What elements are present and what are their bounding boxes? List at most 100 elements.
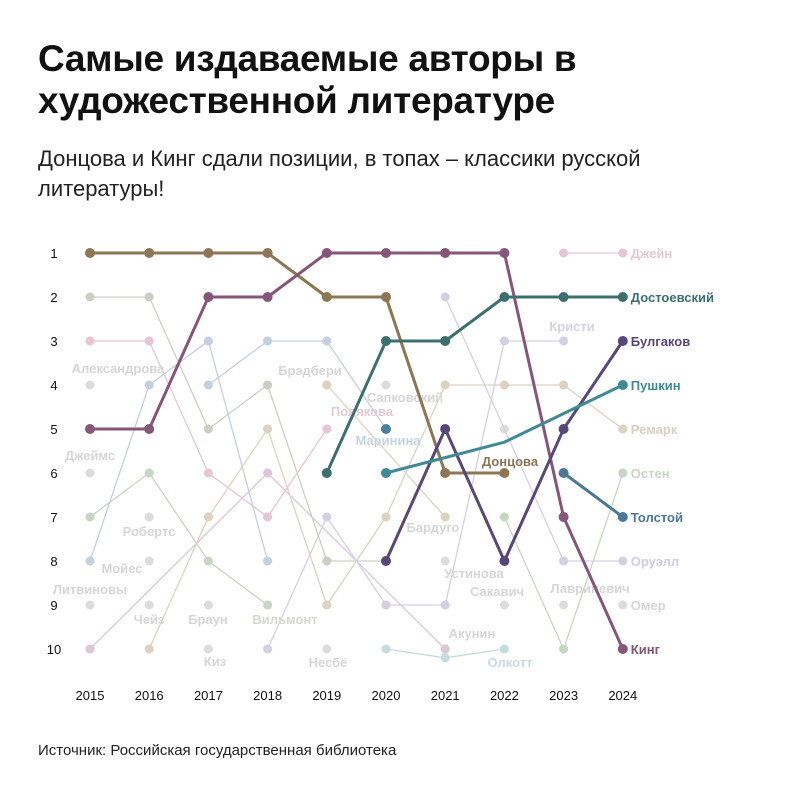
- x-tick-label: 2023: [549, 688, 578, 703]
- series-dot: [558, 424, 569, 434]
- background-dot: [559, 600, 569, 610]
- point-label: Акунин: [449, 626, 496, 641]
- series-dot: [440, 248, 451, 258]
- background-series-dot: [85, 556, 95, 566]
- series-dot: [262, 248, 273, 258]
- background-series-dot: [499, 512, 509, 522]
- series-dot: [203, 292, 214, 302]
- y-tick-label: 8: [50, 554, 57, 569]
- point-label: Брэдбери: [278, 363, 342, 378]
- background-series-dot: [618, 468, 628, 478]
- series-dot: [440, 468, 451, 478]
- point-label: Донцова: [482, 454, 539, 469]
- series-dot: [321, 468, 332, 478]
- point-label: Сакавич: [470, 584, 524, 599]
- series-dot: [499, 556, 510, 566]
- background-dot: [440, 556, 450, 566]
- series-dot: [381, 468, 391, 478]
- series-dot: [499, 248, 510, 258]
- end-label: Джейн: [631, 246, 672, 261]
- background-series-dot: [144, 336, 154, 346]
- background-dot: [144, 600, 154, 610]
- background-series-dot: [499, 380, 509, 390]
- background-series-dot: [499, 336, 509, 346]
- point-label: Джеймс: [65, 448, 115, 463]
- chart-title: Самые издаваемые авторы в художественной…: [38, 38, 577, 121]
- background-dot: [85, 600, 95, 610]
- background-series-dot: [263, 644, 273, 654]
- background-dot: [618, 600, 628, 610]
- background-series-dot: [263, 380, 273, 390]
- background-series-dot: [322, 424, 332, 434]
- background-series-dot: [618, 556, 628, 566]
- end-label: Омер: [631, 598, 666, 613]
- point-label: Вильмонт: [252, 612, 317, 627]
- end-label: Достоевский: [631, 290, 714, 305]
- point-label: Робертс: [123, 524, 176, 539]
- background-series-dot: [618, 424, 628, 434]
- background-series-dot: [440, 512, 450, 522]
- series-dot: [617, 292, 628, 302]
- series-dot: [499, 468, 510, 478]
- background-dot: [499, 600, 509, 610]
- point-label: Браун: [188, 612, 228, 627]
- x-tick-label: 2018: [253, 688, 282, 703]
- series-dot: [85, 424, 95, 434]
- background-series-line: [326, 384, 446, 518]
- background-series-line: [267, 340, 564, 650]
- series-dot: [440, 336, 451, 346]
- background-series-dot: [263, 468, 273, 478]
- x-tick-label: 2017: [194, 688, 223, 703]
- background-series-line: [89, 472, 268, 606]
- y-tick-label: 2: [50, 290, 57, 305]
- background-series-line: [208, 340, 387, 430]
- series-dot: [321, 248, 332, 258]
- background-series-dot: [85, 292, 95, 302]
- x-tick-label: 2016: [135, 688, 164, 703]
- background-dot: [203, 644, 213, 654]
- x-tick-label: 2019: [312, 688, 341, 703]
- series-dot: [381, 336, 391, 346]
- series-dot: [203, 248, 214, 258]
- series-dot: [85, 248, 95, 258]
- point-label: Киз: [204, 654, 227, 669]
- point-label: Кристи: [549, 319, 594, 334]
- series-dot: [558, 468, 569, 478]
- background-series-dot: [559, 336, 569, 346]
- point-label: Литвиновы: [53, 582, 127, 597]
- background-dot: [203, 600, 213, 610]
- series-dot: [499, 292, 510, 302]
- background-series-dot: [440, 292, 450, 302]
- series-line: [385, 383, 624, 475]
- point-label: Устинова: [444, 566, 504, 581]
- y-tick-label: 6: [50, 466, 57, 481]
- background-series-dot: [440, 653, 450, 663]
- background-series-dot: [263, 556, 273, 566]
- background-series-dot: [85, 644, 95, 654]
- source-note: Источник: Российская государственная биб…: [38, 742, 397, 759]
- series-dot: [144, 248, 155, 258]
- background-series-dot: [203, 512, 213, 522]
- background-series-dot: [440, 600, 450, 610]
- end-label: Булгаков: [631, 334, 690, 349]
- x-tick-label: 2021: [431, 688, 460, 703]
- end-label: Кинг: [631, 642, 661, 657]
- background-series-dot: [85, 512, 95, 522]
- y-tick-label: 1: [50, 246, 57, 261]
- end-label: Оруэлл: [631, 554, 679, 569]
- series-dot: [617, 336, 628, 346]
- series-line: [90, 251, 625, 650]
- y-tick-label: 3: [50, 334, 57, 349]
- point-label: Александрова: [72, 361, 165, 376]
- background-series-dot: [559, 248, 569, 258]
- background-dot: [85, 468, 95, 478]
- series-dot: [144, 424, 155, 434]
- background-series-dot: [263, 424, 273, 434]
- background-series-dot: [203, 336, 213, 346]
- point-label: Олкотт: [488, 655, 533, 670]
- background-series-dot: [144, 644, 154, 654]
- x-tick-label: 2015: [76, 688, 105, 703]
- background-series-dot: [559, 380, 569, 390]
